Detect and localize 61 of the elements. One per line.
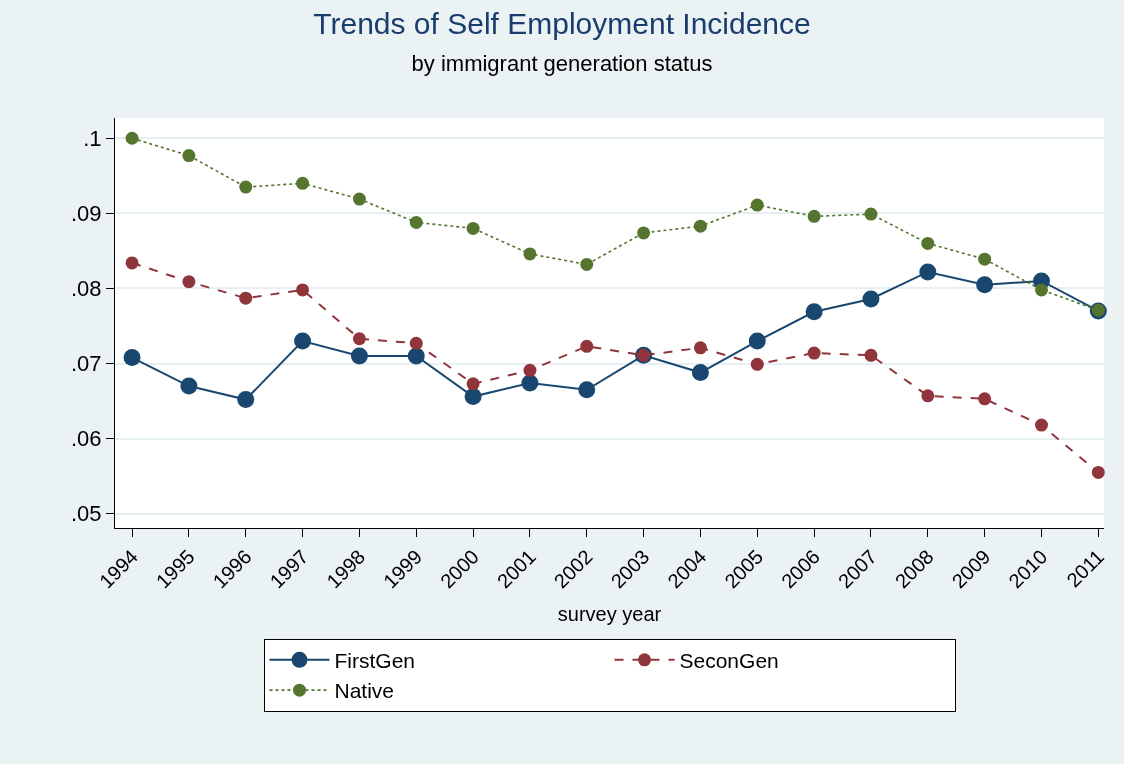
point	[978, 252, 992, 266]
point	[864, 348, 878, 362]
point	[1034, 283, 1048, 297]
y-tick-label: .08	[71, 276, 102, 302]
point	[748, 332, 766, 350]
point	[921, 389, 935, 403]
point	[523, 247, 537, 261]
point	[466, 221, 480, 235]
point	[805, 303, 823, 321]
point	[182, 149, 196, 163]
chart-title: Trends of Self Employment Incidence	[313, 7, 811, 41]
point	[239, 180, 253, 194]
point	[580, 339, 594, 353]
point	[123, 349, 141, 367]
y-tick-label: .1	[83, 125, 102, 151]
point	[409, 215, 423, 229]
point	[1091, 465, 1105, 479]
point	[1034, 418, 1048, 432]
point	[523, 363, 537, 377]
point	[125, 256, 139, 270]
point	[294, 332, 312, 350]
point	[919, 263, 937, 281]
point	[693, 341, 707, 355]
point	[862, 290, 880, 308]
point	[637, 226, 651, 240]
point	[466, 377, 480, 391]
point	[125, 131, 139, 145]
legend-label: SeconGen	[679, 649, 779, 673]
point	[864, 207, 878, 221]
point	[976, 276, 994, 294]
legend-label: FirstGen	[334, 649, 416, 673]
point	[352, 192, 366, 206]
point	[978, 392, 992, 406]
point	[521, 374, 539, 392]
point	[580, 257, 594, 271]
point	[237, 391, 255, 409]
point	[693, 219, 707, 233]
point	[578, 381, 596, 399]
x-axis-title: survey year	[557, 602, 662, 625]
point	[352, 332, 366, 346]
point	[182, 275, 196, 289]
y-tick-label: .09	[71, 201, 102, 227]
point	[464, 388, 482, 406]
y-tick-label: .05	[71, 501, 102, 527]
y-tick-label: .06	[71, 426, 102, 452]
point	[750, 198, 764, 212]
point	[296, 176, 310, 190]
point	[180, 377, 198, 395]
legend-label: Native	[334, 679, 395, 703]
point	[807, 209, 821, 223]
point	[407, 347, 425, 365]
point	[691, 364, 709, 382]
point	[350, 347, 368, 365]
point	[239, 291, 253, 305]
chart-subtitle: by immigrant generation status	[411, 50, 713, 76]
point	[296, 283, 310, 297]
y-tick-label: .07	[71, 351, 102, 377]
point	[750, 357, 764, 371]
point	[807, 346, 821, 360]
point	[921, 236, 935, 250]
point	[409, 336, 423, 350]
